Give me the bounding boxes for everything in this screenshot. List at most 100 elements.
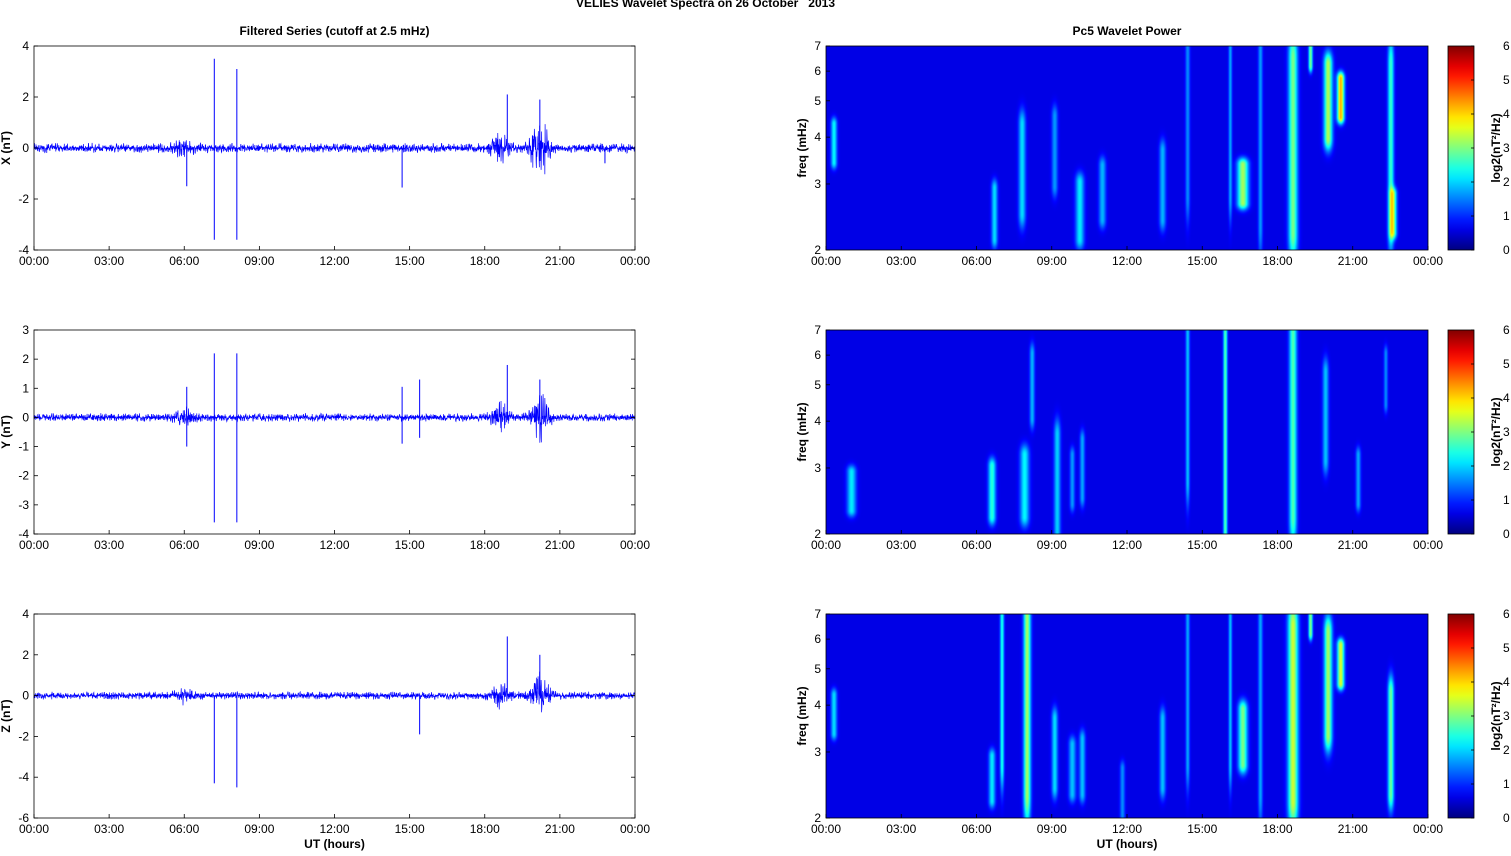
series-xtick-label: 12:00 <box>319 538 349 552</box>
wavelet-xtick-label: 09:00 <box>1037 538 1067 552</box>
series-ylabel: Y (nT) <box>0 415 13 449</box>
series-xtick-label: 06:00 <box>169 254 199 268</box>
series-xtick-label: 18:00 <box>470 822 500 836</box>
wavelet-ytick-label: 4 <box>814 414 821 428</box>
series-ytick-label: -2 <box>18 192 29 206</box>
colorbar-tick-label: 3 <box>1503 709 1510 723</box>
wavelet-xtick-label: 12:00 <box>1112 822 1142 836</box>
wavelet-ylabel: freq (mHz) <box>795 686 809 745</box>
colorbar-tick-label: 4 <box>1503 391 1510 405</box>
wavelet-ytick-label: 5 <box>814 378 821 392</box>
wavelet-xtick-label: 21:00 <box>1338 254 1368 268</box>
wavelet-ytick-label: 3 <box>814 745 821 759</box>
series-xtick-label: 18:00 <box>470 254 500 268</box>
colorbar-tick-label: 5 <box>1503 641 1510 655</box>
series-ytick-label: 2 <box>22 90 29 104</box>
colorbar <box>1447 45 1475 251</box>
wavelet-xtick-label: 00:00 <box>811 822 841 836</box>
wavelet-power-image <box>826 330 1428 534</box>
colorbar-tick-label: 2 <box>1503 175 1510 189</box>
wavelet-ytick-label: 7 <box>814 39 821 53</box>
wavelet-ylabel: freq (mHz) <box>795 118 809 177</box>
wavelet-xtick-label: 00:00 <box>1413 822 1443 836</box>
series-xtick-label: 15:00 <box>395 254 425 268</box>
series-xlabel: UT (hours) <box>304 837 365 851</box>
series-xtick-label: 00:00 <box>19 822 49 836</box>
series-xtick-label: 06:00 <box>169 822 199 836</box>
right-column-title: Pc5 Wavelet Power <box>1072 24 1182 38</box>
colorbar-label: log2(nT²/Hz) <box>1489 681 1503 750</box>
series-ytick-label: 0 <box>22 141 29 155</box>
figure-title: VELIES Wavelet Spectra on 26 October 201… <box>576 0 835 10</box>
colorbar-tick-label: 0 <box>1503 811 1510 825</box>
wavelet-panel-1: 2 3 4 5 6 7 00:00 03:00 06:00 09:00 12:00 15:00 18:0… <box>795 39 1510 268</box>
wavelet-xtick-label: 15:00 <box>1187 538 1217 552</box>
series-xtick-label: 00:00 <box>620 254 650 268</box>
series-ytick-label: 2 <box>22 648 29 662</box>
colorbar-tick-label: 6 <box>1503 39 1510 53</box>
series-ytick-label: -4 <box>18 527 29 541</box>
series-xtick-label: 21:00 <box>545 538 575 552</box>
colorbar-tick-label: 6 <box>1503 323 1510 337</box>
series-ytick-label: 4 <box>22 607 29 621</box>
series-xtick-label: 03:00 <box>94 538 124 552</box>
series-xtick-label: 09:00 <box>244 254 274 268</box>
wavelet-ytick-label: 6 <box>814 632 821 646</box>
wavelet-ytick-label: 3 <box>814 461 821 475</box>
colorbar-tick-label: 1 <box>1503 493 1510 507</box>
colorbar-tick-label: 3 <box>1503 141 1510 155</box>
colorbar-tick-label: 5 <box>1503 357 1510 371</box>
wavelet-ytick-label: 6 <box>814 348 821 362</box>
colorbar-tick-label: 0 <box>1503 527 1510 541</box>
colorbar-tick-label: 3 <box>1503 425 1510 439</box>
series-xtick-label: 15:00 <box>395 538 425 552</box>
wavelet-ylabel: freq (mHz) <box>795 402 809 461</box>
series-xtick-label: 00:00 <box>620 822 650 836</box>
wavelet-xtick-label: 18:00 <box>1262 822 1292 836</box>
wavelet-panel-2: 2 3 4 5 6 7 00:00 03:00 06:00 09:00 12:00 15:00 18:0… <box>795 323 1510 552</box>
series-ytick-label: -3 <box>18 498 29 512</box>
series-line <box>33 394 636 443</box>
series-xtick-label: 21:00 <box>545 254 575 268</box>
series-xtick-label: 09:00 <box>244 538 274 552</box>
wavelet-xtick-label: 03:00 <box>886 254 916 268</box>
colorbar-tick-label: 2 <box>1503 459 1510 473</box>
series-ytick-label: 0 <box>22 689 29 703</box>
wavelet-xlabel: UT (hours) <box>1097 837 1158 851</box>
left-column-title: Filtered Series (cutoff at 2.5 mHz) <box>239 24 430 38</box>
colorbar-tick-label: 4 <box>1503 675 1510 689</box>
wavelet-xtick-label: 06:00 <box>961 822 991 836</box>
wavelet-xtick-label: 12:00 <box>1112 538 1142 552</box>
colorbar <box>1447 329 1475 535</box>
series-xtick-label: 06:00 <box>169 538 199 552</box>
series-ylabel: X (nT) <box>0 131 13 165</box>
wavelet-power-image <box>826 614 1428 818</box>
wavelet-ytick-label: 4 <box>814 130 821 144</box>
series-axes-frame <box>33 329 636 535</box>
series-xtick-label: 12:00 <box>319 254 349 268</box>
series-panel-2: -4 -3 -2 -1 0 1 2 3 00:00 03:00 06:00 09:00 12:00 15:… <box>0 323 650 552</box>
wavelet-xtick-label: 03:00 <box>886 538 916 552</box>
series-xtick-label: 12:00 <box>319 822 349 836</box>
wavelet-ytick-label: 4 <box>814 698 821 712</box>
series-ytick-label: -2 <box>18 469 29 483</box>
series-line <box>33 124 636 175</box>
wavelet-ytick-label: 5 <box>814 94 821 108</box>
colorbar-tick-label: 1 <box>1503 209 1510 223</box>
wavelet-xtick-label: 09:00 <box>1037 254 1067 268</box>
series-xtick-label: 03:00 <box>94 822 124 836</box>
wavelet-xtick-label: 15:00 <box>1187 254 1217 268</box>
series-ytick-label: -4 <box>18 243 29 257</box>
wavelet-xtick-label: 21:00 <box>1338 822 1368 836</box>
series-xtick-label: 00:00 <box>19 254 49 268</box>
wavelet-ytick-label: 5 <box>814 662 821 676</box>
colorbar-tick-label: 2 <box>1503 743 1510 757</box>
series-ytick-label: 2 <box>22 352 29 366</box>
series-xtick-label: 18:00 <box>470 538 500 552</box>
colorbar-tick-label: 4 <box>1503 107 1510 121</box>
series-ytick-label: 1 <box>22 381 29 395</box>
wavelet-ytick-label: 2 <box>814 243 821 257</box>
wavelet-power-image <box>826 46 1428 250</box>
wavelet-ytick-label: 7 <box>814 607 821 621</box>
wavelet-xtick-label: 21:00 <box>1338 538 1368 552</box>
